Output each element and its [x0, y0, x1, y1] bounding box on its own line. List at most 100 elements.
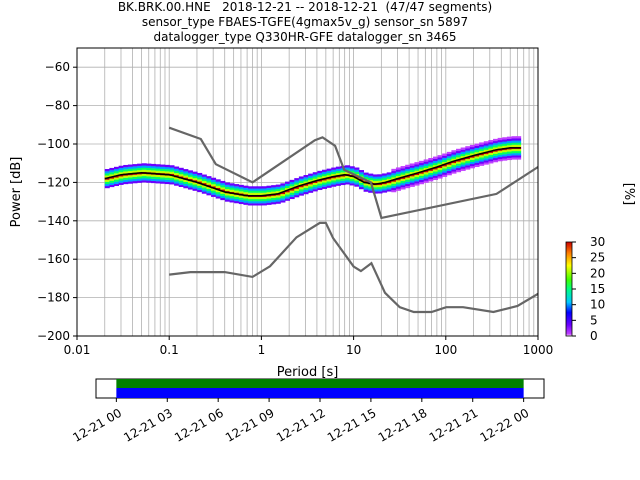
heatmap-cell: [358, 186, 364, 190]
y-tick-label: −60: [45, 60, 70, 74]
heatmap-cell: [248, 198, 254, 202]
heatmap-cell: [395, 175, 401, 179]
heatmap-cell: [469, 149, 475, 152]
heatmap-cell: [243, 198, 249, 201]
heatmap-cell: [298, 191, 304, 194]
heatmap-cell: [289, 184, 295, 187]
heatmap-cell: [197, 183, 203, 186]
heatmap-cell: [358, 170, 364, 173]
heatmap-cell: [169, 182, 175, 185]
heatmap-cell: [437, 155, 443, 158]
heatmap-cell: [280, 196, 286, 199]
timeline-psd-bar: [116, 379, 524, 388]
heatmap-cell: [257, 188, 263, 191]
heatmap-cell: [261, 188, 267, 191]
colorbar: [565, 241, 573, 337]
heatmap-cell: [506, 151, 512, 154]
heatmap-cell: [335, 170, 341, 174]
heatmap-cell: [326, 185, 332, 188]
heatmap-cell: [164, 169, 170, 172]
heatmap-cell: [469, 159, 475, 162]
heatmap-cell: [211, 179, 217, 183]
heatmap-cell: [104, 179, 110, 182]
heatmap-cell: [479, 148, 485, 152]
high-noise-model-line: [168, 126, 538, 220]
heatmap-cell: [298, 189, 304, 192]
heatmap-cell: [442, 164, 448, 167]
heatmap-cell: [451, 150, 457, 153]
heatmap-cell: [386, 185, 392, 188]
heatmap-cell: [483, 149, 489, 152]
heatmap-cell: [331, 178, 337, 181]
heatmap-cell: [432, 167, 438, 170]
heatmap-cell: [118, 182, 124, 185]
heatmap-cell: [382, 190, 388, 193]
heatmap-cell: [201, 187, 207, 190]
heatmap-cell: [150, 170, 156, 173]
colorbar-tick-label: 5: [590, 313, 598, 327]
heatmap-cell: [211, 188, 217, 191]
heatmap-cell: [442, 166, 448, 169]
heatmap-cell: [432, 156, 438, 159]
heatmap-cell: [150, 166, 156, 169]
heatmap-cell: [238, 197, 244, 200]
heatmap-cell: [160, 175, 166, 178]
heatmap-cell: [243, 189, 249, 193]
heatmap-cell: [243, 200, 249, 203]
heatmap-cell: [465, 154, 471, 157]
heatmap-cell: [257, 201, 263, 204]
heatmap-cell: [469, 151, 475, 154]
heatmap-cell: [127, 168, 133, 172]
heatmap-cell: [312, 178, 318, 181]
heatmap-cell: [275, 190, 281, 194]
heatmap-cell: [308, 190, 314, 193]
heatmap-cell: [419, 169, 425, 172]
low-noise-model-line: [169, 221, 538, 314]
heatmap-cell: [220, 183, 226, 186]
heatmap-cell: [349, 176, 355, 180]
heatmap-cell: [164, 177, 170, 180]
heatmap-cell: [275, 201, 281, 204]
heatmap-cell: [451, 169, 457, 172]
heatmap-cell: [201, 185, 207, 188]
heatmap-cell: [146, 180, 152, 183]
heatmap-cell: [502, 149, 508, 153]
heatmap-cell: [395, 169, 401, 172]
heatmap-cell: [183, 183, 189, 187]
heatmap-cell: [493, 155, 499, 159]
heatmap-cell: [303, 181, 309, 184]
heatmap-cell: [169, 167, 175, 170]
heatmap-cell: [104, 171, 110, 174]
heatmap-cell: [285, 187, 291, 191]
heatmap-cell: [252, 196, 258, 200]
heatmap-cell: [437, 163, 443, 166]
heatmap-cell: [511, 136, 517, 139]
heatmap-cell: [317, 177, 323, 180]
heatmap-cell: [146, 167, 152, 171]
heatmap-cell: [285, 181, 291, 184]
heatmap-cell: [271, 189, 277, 192]
heatmap-cell: [215, 192, 221, 195]
heatmap-cell: [187, 170, 193, 173]
heatmap-cell: [446, 164, 452, 167]
heatmap-cell: [386, 174, 392, 177]
heatmap-cell: [451, 158, 457, 161]
heatmap-cell: [123, 175, 129, 178]
heatmap-cell: [123, 164, 129, 168]
title-line-station: BK.BRK.00.HNE 2018-12-21 -- 2018-12-21 (…: [117, 0, 493, 14]
heatmap-cell: [289, 196, 295, 200]
heatmap-cell: [118, 165, 124, 169]
heatmap-cell: [160, 164, 166, 167]
heatmap-cell: [206, 188, 212, 192]
heatmap-cell: [211, 194, 217, 197]
heatmap-cell: [432, 173, 438, 176]
heatmap-cell: [428, 170, 434, 173]
heatmap-cell: [377, 186, 383, 190]
colorbar-tick-label: 25: [590, 251, 605, 265]
heatmap-cell: [493, 147, 499, 150]
heatmap-cell: [372, 189, 378, 192]
heatmap-cell: [321, 184, 328, 187]
heatmap-cell: [432, 175, 438, 178]
heatmap-cell: [201, 178, 207, 182]
